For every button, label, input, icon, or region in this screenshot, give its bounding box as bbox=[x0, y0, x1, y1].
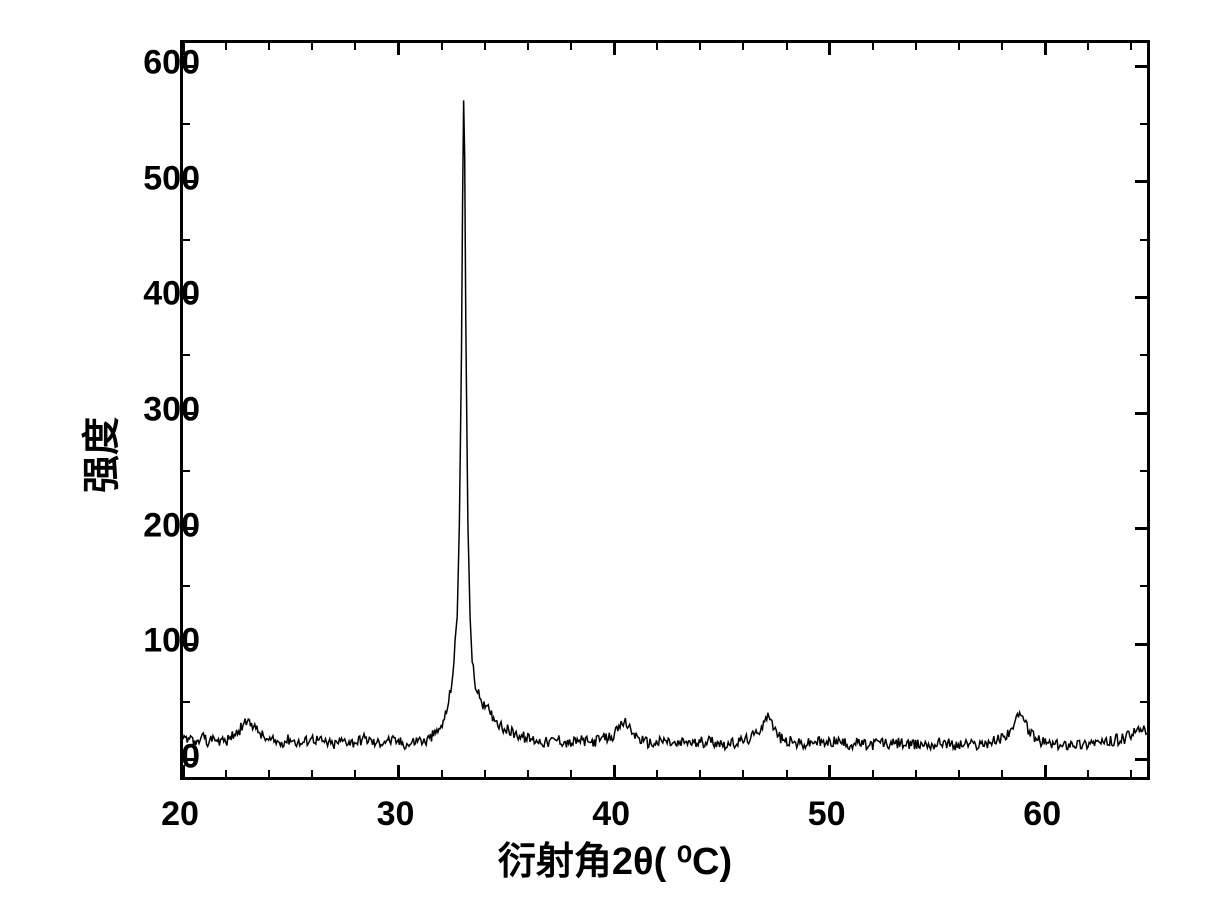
y-minor-tick-right bbox=[1140, 701, 1147, 703]
x-minor-tick bbox=[742, 770, 744, 777]
y-minor-tick bbox=[183, 701, 190, 703]
x-minor-tick bbox=[872, 770, 874, 777]
x-minor-tick bbox=[958, 770, 960, 777]
x-minor-tick-top bbox=[1130, 43, 1132, 50]
x-minor-tick bbox=[311, 770, 313, 777]
y-tick-label: 600 bbox=[100, 44, 200, 83]
x-minor-tick-top bbox=[311, 43, 313, 50]
x-minor-tick-top bbox=[872, 43, 874, 50]
xrd-data-line bbox=[183, 43, 1147, 777]
y-major-tick-right bbox=[1135, 412, 1147, 415]
x-tick-label: 20 bbox=[161, 795, 199, 834]
x-major-tick-top bbox=[828, 43, 831, 55]
y-tick-label: 500 bbox=[100, 159, 200, 198]
x-minor-tick-top bbox=[699, 43, 701, 50]
y-tick-label: 200 bbox=[100, 506, 200, 545]
y-minor-tick bbox=[183, 123, 190, 125]
x-minor-tick bbox=[1130, 770, 1132, 777]
y-major-tick-right bbox=[1135, 180, 1147, 183]
y-major-tick-right bbox=[1135, 296, 1147, 299]
x-major-tick-top bbox=[613, 43, 616, 55]
x-minor-tick-top bbox=[441, 43, 443, 50]
y-minor-tick bbox=[183, 354, 190, 356]
x-tick-label: 60 bbox=[1023, 795, 1061, 834]
x-minor-tick bbox=[656, 770, 658, 777]
x-minor-tick-top bbox=[958, 43, 960, 50]
x-minor-tick-top bbox=[742, 43, 744, 50]
y-tick-label: 100 bbox=[100, 622, 200, 661]
x-minor-tick-top bbox=[268, 43, 270, 50]
y-tick-label: 0 bbox=[100, 737, 200, 776]
x-minor-tick bbox=[268, 770, 270, 777]
y-minor-tick bbox=[183, 585, 190, 587]
y-major-tick-right bbox=[1135, 758, 1147, 761]
x-minor-tick-top bbox=[656, 43, 658, 50]
x-minor-tick-top bbox=[354, 43, 356, 50]
x-minor-tick-top bbox=[1001, 43, 1003, 50]
x-minor-tick bbox=[527, 770, 529, 777]
x-major-tick-top bbox=[397, 43, 400, 55]
plot-area bbox=[180, 40, 1150, 780]
x-minor-tick bbox=[354, 770, 356, 777]
x-tick-label: 30 bbox=[377, 795, 415, 834]
x-tick-label: 40 bbox=[592, 795, 630, 834]
y-major-tick-right bbox=[1135, 527, 1147, 530]
y-major-tick-right bbox=[1135, 643, 1147, 646]
x-minor-tick bbox=[484, 770, 486, 777]
x-minor-tick bbox=[570, 770, 572, 777]
y-minor-tick bbox=[183, 470, 190, 472]
x-minor-tick-top bbox=[1087, 43, 1089, 50]
x-minor-tick bbox=[699, 770, 701, 777]
x-minor-tick-top bbox=[484, 43, 486, 50]
y-tick-label: 400 bbox=[100, 275, 200, 314]
x-minor-tick bbox=[915, 770, 917, 777]
x-major-tick bbox=[1044, 765, 1047, 777]
y-major-tick-right bbox=[1135, 65, 1147, 68]
y-minor-tick-right bbox=[1140, 585, 1147, 587]
x-minor-tick-top bbox=[786, 43, 788, 50]
x-axis-label: 衍射角2θ( ⁰C) bbox=[498, 830, 732, 885]
x-minor-tick-top bbox=[527, 43, 529, 50]
x-minor-tick-top bbox=[225, 43, 227, 50]
x-minor-tick bbox=[225, 770, 227, 777]
x-minor-tick-top bbox=[915, 43, 917, 50]
x-tick-label: 50 bbox=[808, 795, 846, 834]
x-major-tick bbox=[828, 765, 831, 777]
x-minor-tick bbox=[441, 770, 443, 777]
y-minor-tick-right bbox=[1140, 354, 1147, 356]
y-minor-tick-right bbox=[1140, 470, 1147, 472]
xrd-chart-container: 强度 0100200300400500600 2030405060 衍射角2θ(… bbox=[50, 20, 1180, 890]
x-minor-tick bbox=[1001, 770, 1003, 777]
x-minor-tick bbox=[1087, 770, 1089, 777]
x-minor-tick bbox=[786, 770, 788, 777]
x-major-tick bbox=[397, 765, 400, 777]
x-major-tick-top bbox=[1044, 43, 1047, 55]
y-tick-label: 300 bbox=[100, 391, 200, 430]
y-minor-tick bbox=[183, 239, 190, 241]
x-major-tick bbox=[613, 765, 616, 777]
x-minor-tick-top bbox=[570, 43, 572, 50]
y-minor-tick-right bbox=[1140, 123, 1147, 125]
y-minor-tick-right bbox=[1140, 239, 1147, 241]
